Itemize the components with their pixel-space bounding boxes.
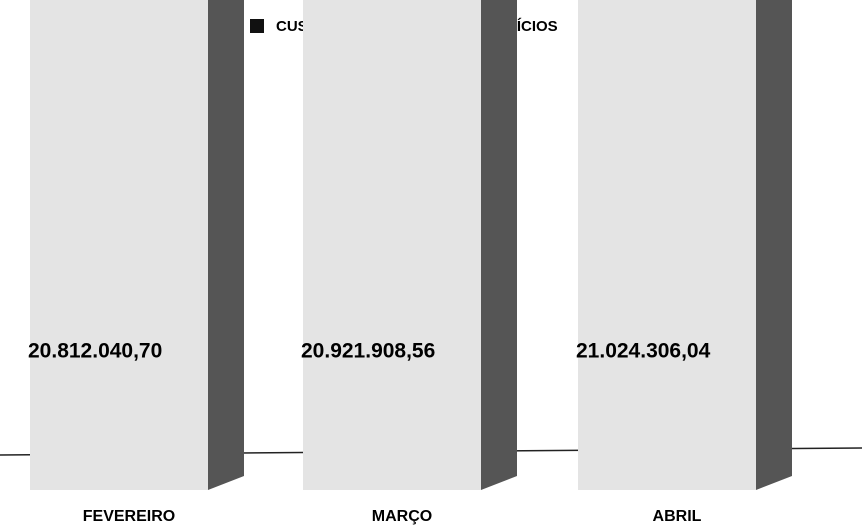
bar-side: [756, 0, 792, 490]
legend-swatch: [250, 19, 264, 33]
x-tick-label: FEVEREIRO: [83, 508, 175, 525]
value-label: 20.921.908,56: [301, 340, 435, 363]
bar-side: [208, 0, 244, 490]
bar-segment: [303, 0, 481, 490]
value-label: 21.024.306,04: [576, 340, 711, 363]
bar-side: [481, 0, 517, 490]
x-tick-label: MARÇO: [372, 508, 432, 525]
value-label: 20.812.040,70: [28, 340, 162, 363]
bar-segment: [578, 0, 756, 490]
bar-segment: [30, 0, 208, 490]
x-tick-label: ABRIL: [653, 508, 702, 525]
